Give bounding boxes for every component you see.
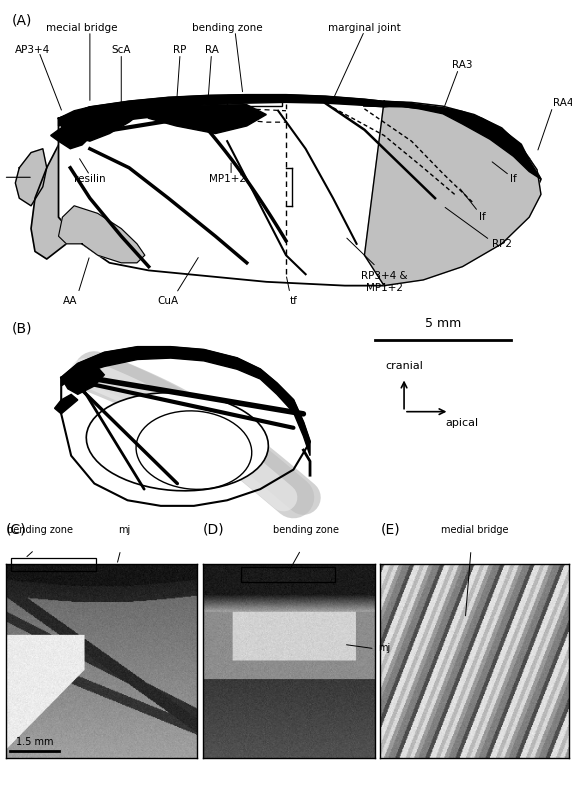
Text: mj: mj <box>378 643 390 653</box>
Polygon shape <box>51 117 98 148</box>
Polygon shape <box>58 95 541 285</box>
Text: (D): (D) <box>203 523 225 537</box>
Bar <box>11 559 96 571</box>
Text: lf: lf <box>479 212 486 222</box>
Text: 5 mm: 5 mm <box>425 317 461 330</box>
Polygon shape <box>61 347 310 506</box>
Text: tf: tf <box>290 296 298 306</box>
Bar <box>241 567 335 582</box>
Ellipse shape <box>86 393 268 491</box>
Polygon shape <box>54 394 78 414</box>
Polygon shape <box>31 107 113 259</box>
Text: resilin: resilin <box>74 174 106 184</box>
Polygon shape <box>58 95 384 126</box>
Polygon shape <box>58 105 149 141</box>
Text: AP3+4: AP3+4 <box>15 45 50 55</box>
Text: bending zone: bending zone <box>273 525 339 534</box>
Text: ScA: ScA <box>112 45 131 55</box>
Polygon shape <box>137 105 267 134</box>
Text: (C): (C) <box>6 523 26 537</box>
Text: RP: RP <box>173 45 187 55</box>
Text: lf: lf <box>510 174 517 184</box>
Text: AA: AA <box>63 296 78 306</box>
Text: RA: RA <box>205 45 219 55</box>
Text: mecial bridge: mecial bridge <box>46 24 118 33</box>
Text: RA4+RP1: RA4+RP1 <box>553 98 572 108</box>
Text: MP1+2: MP1+2 <box>209 174 245 184</box>
Text: bending zone: bending zone <box>192 24 263 33</box>
Text: CuA: CuA <box>158 296 179 306</box>
Polygon shape <box>15 148 47 206</box>
Polygon shape <box>364 101 541 285</box>
Text: RA3: RA3 <box>452 60 472 70</box>
Text: apical: apical <box>445 418 478 428</box>
Bar <box>227 95 282 105</box>
Text: (A): (A) <box>11 14 32 28</box>
Text: cranial: cranial <box>385 361 423 371</box>
Text: medial bridge: medial bridge <box>441 525 509 534</box>
Text: RP3+4 &
MP1+2: RP3+4 & MP1+2 <box>361 271 407 293</box>
Polygon shape <box>61 347 310 456</box>
Text: 1.5 mm: 1.5 mm <box>15 737 53 748</box>
Text: (E): (E) <box>380 523 400 537</box>
Text: mj: mj <box>118 525 130 534</box>
Polygon shape <box>58 206 145 263</box>
Polygon shape <box>61 363 104 394</box>
Text: RP2: RP2 <box>492 238 512 249</box>
Text: marginal joint: marginal joint <box>328 24 401 33</box>
Text: bending zone: bending zone <box>7 525 73 534</box>
Text: (B): (B) <box>11 322 32 336</box>
Polygon shape <box>384 101 541 179</box>
